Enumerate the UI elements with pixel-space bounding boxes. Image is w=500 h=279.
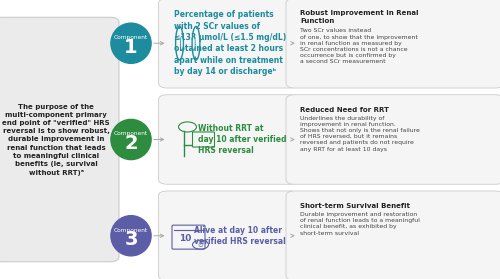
Text: Underlines the durability of
improvement in renal function.
Shows that not only : Underlines the durability of improvement… [300,116,420,152]
FancyBboxPatch shape [158,95,299,184]
Text: 10: 10 [180,234,192,243]
FancyBboxPatch shape [0,17,119,262]
Ellipse shape [180,36,183,50]
Text: ⊙: ⊙ [198,242,203,248]
Ellipse shape [111,216,151,256]
FancyBboxPatch shape [192,132,214,147]
Text: Component: Component [114,35,148,40]
FancyBboxPatch shape [158,0,299,88]
Text: Component: Component [114,228,148,233]
Text: The purpose of the
multi-component primary
end point of "verified" HRS
reversal : The purpose of the multi-component prima… [2,104,110,175]
Text: Durable improvement and restoration
of renal function leads to a meaningful
clin: Durable improvement and restoration of r… [300,212,420,235]
Text: Percentage of patients
with 2 SCr values of
≤133 μmol/L (≤1.5 mg/dL)
obtained at: Percentage of patients with 2 SCr values… [174,10,286,76]
Text: Component: Component [114,131,148,136]
Ellipse shape [111,119,151,160]
Ellipse shape [192,36,195,50]
Text: 2: 2 [124,134,138,153]
Ellipse shape [111,23,151,63]
Text: Without RRT at
day 10 after verified
HRS reversal: Without RRT at day 10 after verified HRS… [198,124,286,155]
Text: Reduced Need for RRT: Reduced Need for RRT [300,107,389,113]
Text: 1: 1 [124,38,138,57]
FancyBboxPatch shape [286,95,500,184]
FancyBboxPatch shape [286,191,500,279]
FancyBboxPatch shape [158,191,299,279]
Text: 3: 3 [124,230,138,249]
Text: Alive at day 10 after
verified HRS reversal: Alive at day 10 after verified HRS rever… [194,225,286,246]
FancyBboxPatch shape [286,0,500,88]
FancyBboxPatch shape [172,225,205,249]
Text: Robust Improvement in Renal
Function: Robust Improvement in Renal Function [300,11,418,24]
Text: Two SCr values instead
of one, to show that the improvement
in renal function as: Two SCr values instead of one, to show t… [300,28,418,64]
Text: Short-term Survival Benefit: Short-term Survival Benefit [300,203,410,209]
